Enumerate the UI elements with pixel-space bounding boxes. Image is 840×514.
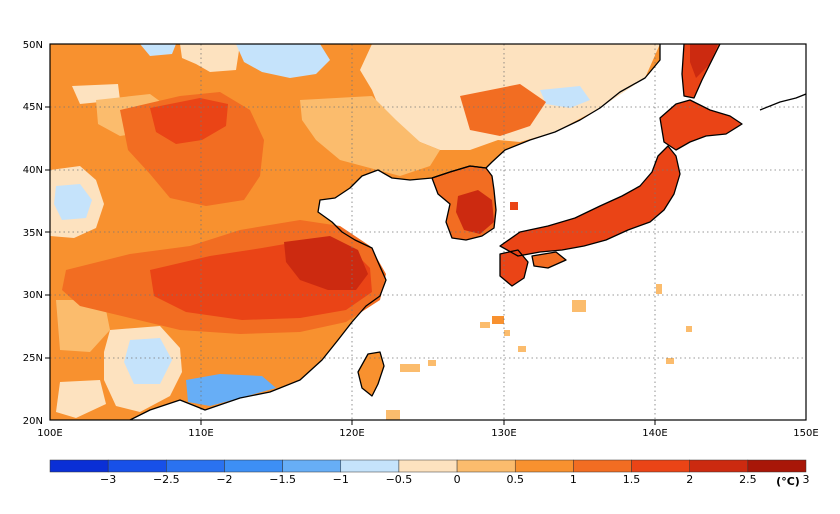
colorbar-tick-label: 2.5 [739, 473, 757, 486]
colorbar-segment [573, 459, 632, 473]
colorbar-segment [107, 459, 167, 473]
colorbar-segment [340, 459, 400, 473]
lat-label: 35N [23, 228, 43, 239]
lat-label: 50N [23, 40, 43, 51]
land-hokkaido [660, 100, 742, 150]
land-kyushu [500, 250, 528, 286]
island-cell [428, 360, 436, 366]
lat-label: 30N [23, 290, 43, 301]
land-shikoku [532, 252, 566, 268]
lon-label: 100E [37, 428, 62, 439]
island-cell [666, 358, 674, 364]
colorbar-tick-label: −0.5 [386, 473, 413, 486]
colorbar-tick-label: 1 [570, 473, 577, 486]
colorbar-segment [747, 459, 807, 473]
colorbar-segment [689, 459, 749, 473]
longitude-labels: 100E 110E 120E 130E 140E 150E [37, 428, 818, 439]
colorbar-tick-label: 0.5 [506, 473, 524, 486]
colorbar-tick-label: −3 [100, 473, 116, 486]
island-cell [480, 322, 490, 328]
colorbar-segment [514, 459, 574, 473]
island-cell [400, 364, 420, 372]
island-cell [686, 326, 692, 332]
anomaly-field-hot [62, 44, 718, 334]
colorbar-segment [456, 459, 516, 473]
gridlines [50, 44, 806, 420]
colorbar-tick-label: −2 [216, 473, 232, 486]
colorbar-tick-label: −1.5 [269, 473, 296, 486]
colorbar-tick-label: 0 [454, 473, 461, 486]
lat-label: 25N [23, 353, 43, 364]
island-cell [492, 316, 504, 324]
lon-label: 110E [188, 428, 213, 439]
lat-label: 40N [23, 165, 43, 176]
island-cell [386, 410, 400, 420]
tick-marks [45, 106, 656, 425]
colorbar-segment [282, 459, 342, 473]
island-cell [504, 330, 510, 336]
colorbar-segment [49, 459, 109, 473]
island-cell [518, 346, 526, 352]
colorbar-tick-label: 3 [803, 473, 810, 486]
island-cell [572, 300, 586, 312]
colorbar-tick-label: −2.5 [153, 473, 180, 486]
colorbar-tick-labels: −3 −2.5 −2 −1.5 −1 −0.5 0 0.5 1 1.5 2 2.5 3 [100, 473, 809, 486]
lon-label: 120E [339, 428, 364, 439]
colorbar-tick-label: 1.5 [623, 473, 641, 486]
lon-label: 140E [642, 428, 667, 439]
lon-label: 150E [793, 428, 818, 439]
lon-label: 130E [491, 428, 516, 439]
map-plot-area [50, 44, 806, 420]
island-cell [510, 202, 518, 210]
lat-label: 45N [23, 102, 43, 113]
island-cell [656, 284, 662, 294]
land-honshu [500, 146, 680, 256]
lat-label: 20N [23, 416, 43, 427]
colorbar-tick-label: 2 [686, 473, 693, 486]
colorbar [49, 459, 807, 473]
latitude-labels: 20N 25N 30N 35N 40N 45N 50N [23, 40, 43, 427]
colorbar-segment [224, 459, 283, 473]
colorbar-unit: (°C) [776, 475, 800, 488]
colorbar-segment [631, 459, 690, 473]
colorbar-tick-label: −1 [333, 473, 349, 486]
colorbar-segment [166, 459, 225, 473]
colorbar-segment [398, 459, 458, 473]
coastlines [129, 44, 806, 420]
